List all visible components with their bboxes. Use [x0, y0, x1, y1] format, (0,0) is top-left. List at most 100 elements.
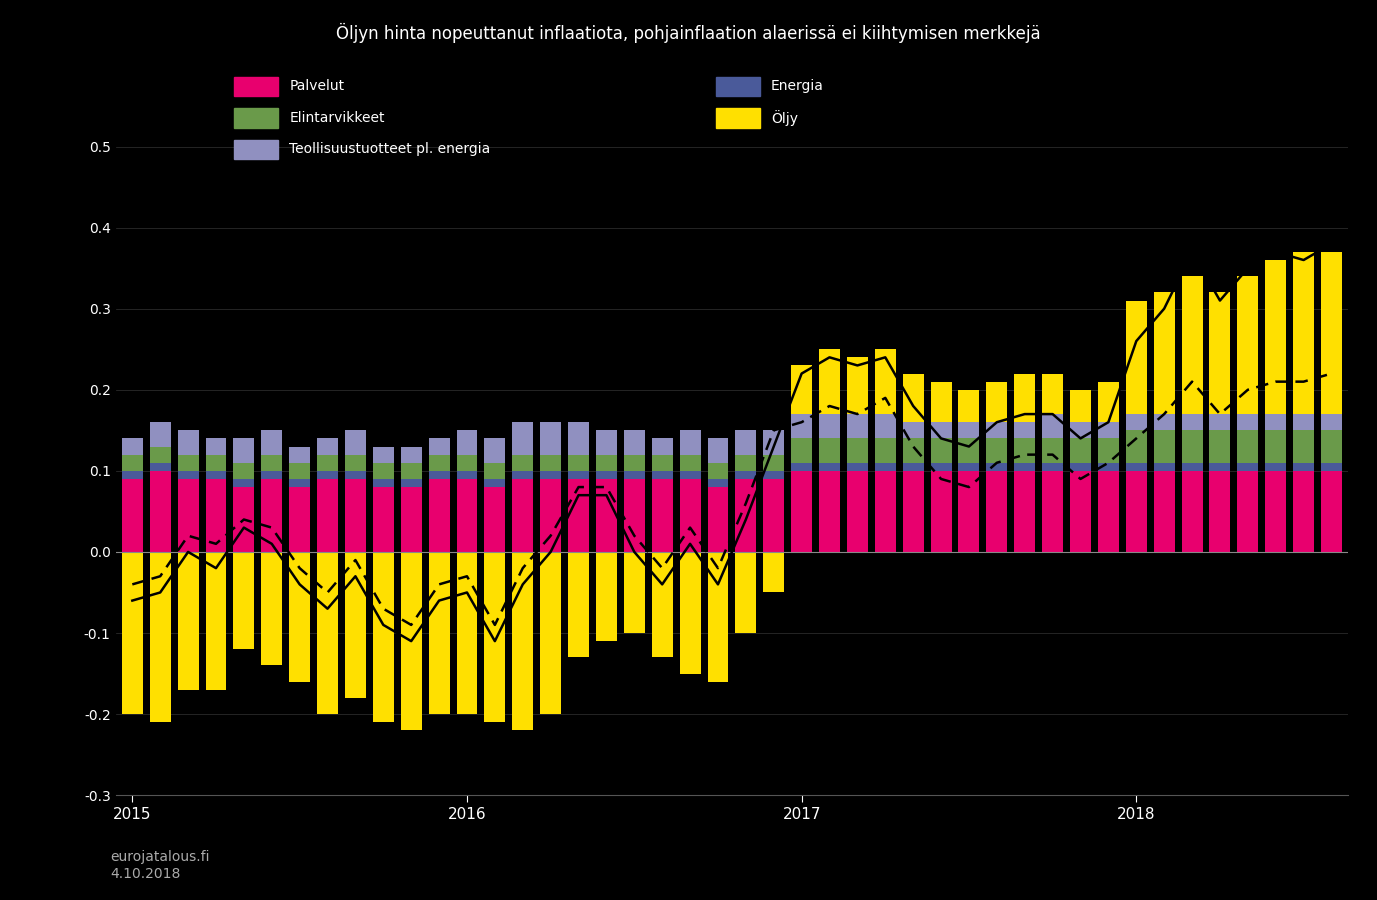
Bar: [512, 471, 533, 479]
Bar: [457, 454, 478, 471]
Bar: [457, 430, 478, 454]
Bar: [1126, 301, 1147, 414]
Bar: [1265, 430, 1286, 463]
Bar: [680, 430, 701, 454]
Bar: [205, 471, 226, 479]
Bar: [1293, 471, 1314, 552]
Text: Teollisuustuotteet pl. energia: Teollisuustuotteet pl. energia: [289, 142, 490, 157]
Text: Elintarvikkeet: Elintarvikkeet: [289, 111, 384, 125]
Bar: [150, 446, 171, 463]
Bar: [1265, 414, 1286, 430]
Bar: [847, 414, 868, 438]
Bar: [485, 487, 505, 552]
Bar: [1015, 471, 1036, 552]
Bar: [150, 552, 171, 722]
Bar: [289, 487, 310, 552]
Bar: [569, 454, 589, 471]
Text: eurojatalous.fi
4.10.2018: eurojatalous.fi 4.10.2018: [110, 850, 209, 881]
Bar: [792, 414, 812, 438]
Bar: [234, 487, 255, 552]
Bar: [401, 479, 421, 487]
Bar: [651, 479, 672, 552]
Bar: [1293, 430, 1314, 463]
Bar: [317, 471, 337, 479]
Bar: [1097, 382, 1120, 422]
Bar: [569, 479, 589, 552]
Bar: [819, 463, 840, 471]
Bar: [428, 454, 449, 471]
Bar: [569, 552, 589, 657]
Bar: [317, 438, 337, 454]
Bar: [624, 430, 644, 454]
Bar: [569, 471, 589, 479]
Bar: [1209, 292, 1231, 414]
Bar: [262, 430, 282, 454]
Bar: [1154, 463, 1175, 471]
Bar: [1070, 463, 1091, 471]
Bar: [1238, 430, 1259, 463]
Bar: [1293, 252, 1314, 414]
Bar: [1265, 463, 1286, 471]
Bar: [178, 479, 198, 552]
Bar: [819, 349, 840, 414]
Bar: [121, 552, 143, 714]
Bar: [262, 479, 282, 552]
Bar: [903, 422, 924, 438]
Bar: [1238, 414, 1259, 430]
Bar: [986, 422, 1008, 438]
Bar: [1293, 463, 1314, 471]
Bar: [1070, 390, 1091, 422]
Bar: [401, 552, 421, 730]
Bar: [457, 471, 478, 479]
Bar: [1238, 276, 1259, 414]
Bar: [373, 446, 394, 463]
Bar: [401, 463, 421, 479]
Bar: [1015, 463, 1036, 471]
Bar: [874, 414, 896, 438]
Bar: [512, 422, 533, 454]
Bar: [540, 454, 560, 471]
Bar: [178, 454, 198, 471]
Bar: [1238, 471, 1259, 552]
Bar: [428, 552, 449, 714]
Bar: [874, 349, 896, 414]
Bar: [958, 390, 979, 422]
Bar: [708, 479, 728, 487]
Bar: [763, 479, 784, 552]
Bar: [986, 463, 1008, 471]
Bar: [903, 438, 924, 463]
Bar: [958, 438, 979, 463]
Bar: [874, 471, 896, 552]
Bar: [931, 471, 952, 552]
Bar: [401, 446, 421, 463]
Bar: [178, 552, 198, 689]
Bar: [680, 479, 701, 552]
Bar: [401, 487, 421, 552]
Bar: [1238, 463, 1259, 471]
Bar: [262, 471, 282, 479]
Bar: [373, 463, 394, 479]
Bar: [1126, 430, 1147, 463]
Text: Palvelut: Palvelut: [289, 79, 344, 94]
Bar: [624, 479, 644, 552]
Bar: [708, 463, 728, 479]
Bar: [1042, 438, 1063, 463]
Bar: [205, 552, 226, 689]
Bar: [1042, 463, 1063, 471]
Bar: [735, 454, 756, 471]
Bar: [1070, 471, 1091, 552]
Bar: [205, 479, 226, 552]
Bar: [1265, 260, 1286, 414]
Bar: [512, 479, 533, 552]
Bar: [457, 552, 478, 714]
Bar: [540, 552, 560, 714]
Bar: [1042, 414, 1063, 438]
Bar: [121, 479, 143, 552]
Bar: [428, 479, 449, 552]
Text: Energia: Energia: [771, 79, 823, 94]
Bar: [1042, 471, 1063, 552]
Bar: [931, 382, 952, 422]
Bar: [262, 454, 282, 471]
Bar: [289, 446, 310, 463]
Bar: [457, 479, 478, 552]
